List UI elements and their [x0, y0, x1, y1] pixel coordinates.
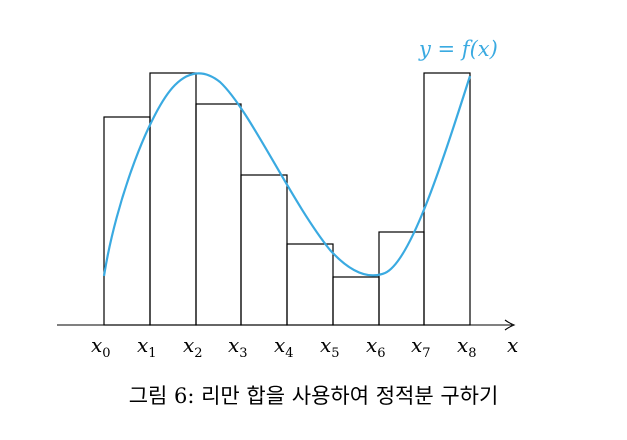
- curve-label: y = f(x): [418, 37, 498, 61]
- x-axis-label: x: [507, 333, 518, 357]
- x-axis-arrowhead: [504, 319, 516, 331]
- x-tick-label: x8: [457, 333, 477, 361]
- riemann-rectangle: [423, 72, 471, 326]
- x-tick-labels: x0 x1 x2 x3 x4 x5 x6 x7 x8: [91, 333, 477, 361]
- riemann-rectangle: [378, 231, 425, 326]
- riemann-rectangle: [240, 174, 288, 326]
- x-tick-label: x5: [320, 333, 340, 361]
- figure-caption: 그림 6: 리만 합을 사용하여 정적분 구하기: [128, 384, 499, 408]
- x-tick-label: x0: [91, 333, 111, 361]
- riemann-rectangle: [332, 276, 380, 326]
- x-tick-label: x7: [411, 333, 431, 361]
- x-tick-label: x4: [274, 333, 294, 361]
- riemann-rectangle: [286, 243, 334, 326]
- riemann-rectangles: [103, 72, 471, 326]
- x-tick-label: x2: [183, 333, 203, 361]
- function-curve: [102, 72, 472, 277]
- riemann-rectangle: [195, 103, 242, 326]
- x-tick-label: x6: [366, 333, 386, 361]
- x-tick-label: x1: [137, 333, 157, 361]
- x-tick-label: x3: [228, 333, 248, 361]
- riemann-rectangle: [103, 116, 151, 326]
